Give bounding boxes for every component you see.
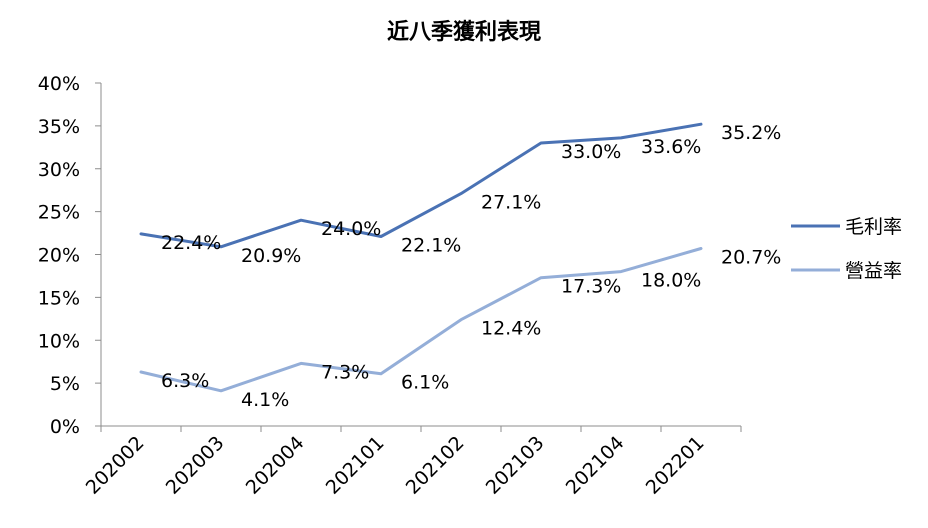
series-line — [139, 122, 703, 249]
y-tick-label: 20% — [38, 245, 80, 267]
x-tick-label: 202201 — [642, 432, 709, 499]
data-label: 20.9% — [241, 245, 301, 267]
y-tick-label: 25% — [38, 202, 80, 224]
y-tick-label: 30% — [38, 159, 80, 181]
x-tick-label: 202002 — [82, 432, 149, 499]
legend-label: 毛利率 — [845, 216, 902, 238]
series-line — [139, 247, 703, 393]
data-label: 7.3% — [321, 361, 369, 383]
y-tick-label: 40% — [38, 73, 80, 95]
x-tick-label: 202101 — [322, 432, 389, 499]
data-label: 22.4% — [161, 232, 221, 254]
y-tick-label: 10% — [38, 330, 80, 352]
data-label: 24.0% — [321, 218, 381, 240]
y-tick-label: 5% — [50, 373, 80, 395]
data-label: 6.3% — [161, 370, 209, 392]
x-tick-label: 202004 — [242, 432, 309, 499]
data-label: 18.0% — [641, 270, 701, 292]
data-label: 20.7% — [721, 246, 781, 268]
data-label: 17.3% — [561, 276, 621, 298]
data-label: 27.1% — [481, 192, 541, 214]
x-tick-label: 202103 — [482, 432, 549, 499]
data-label: 6.1% — [401, 372, 449, 394]
y-tick-label: 35% — [38, 116, 80, 138]
data-label: 22.1% — [401, 234, 461, 256]
x-tick-label: 202003 — [162, 432, 229, 499]
y-tick-label: 15% — [38, 287, 80, 309]
chart-title: 近八季獲利表現 — [386, 20, 541, 45]
legend-label: 營益率 — [845, 260, 902, 282]
x-tick-label: 202102 — [402, 432, 469, 499]
data-label: 35.2% — [721, 122, 781, 144]
x-tick-label: 202104 — [562, 432, 629, 499]
data-label: 4.1% — [241, 389, 289, 411]
y-tick-label: 0% — [50, 416, 80, 438]
data-label: 33.0% — [561, 141, 621, 163]
data-label: 12.4% — [481, 318, 541, 340]
data-label: 33.6% — [641, 136, 701, 158]
